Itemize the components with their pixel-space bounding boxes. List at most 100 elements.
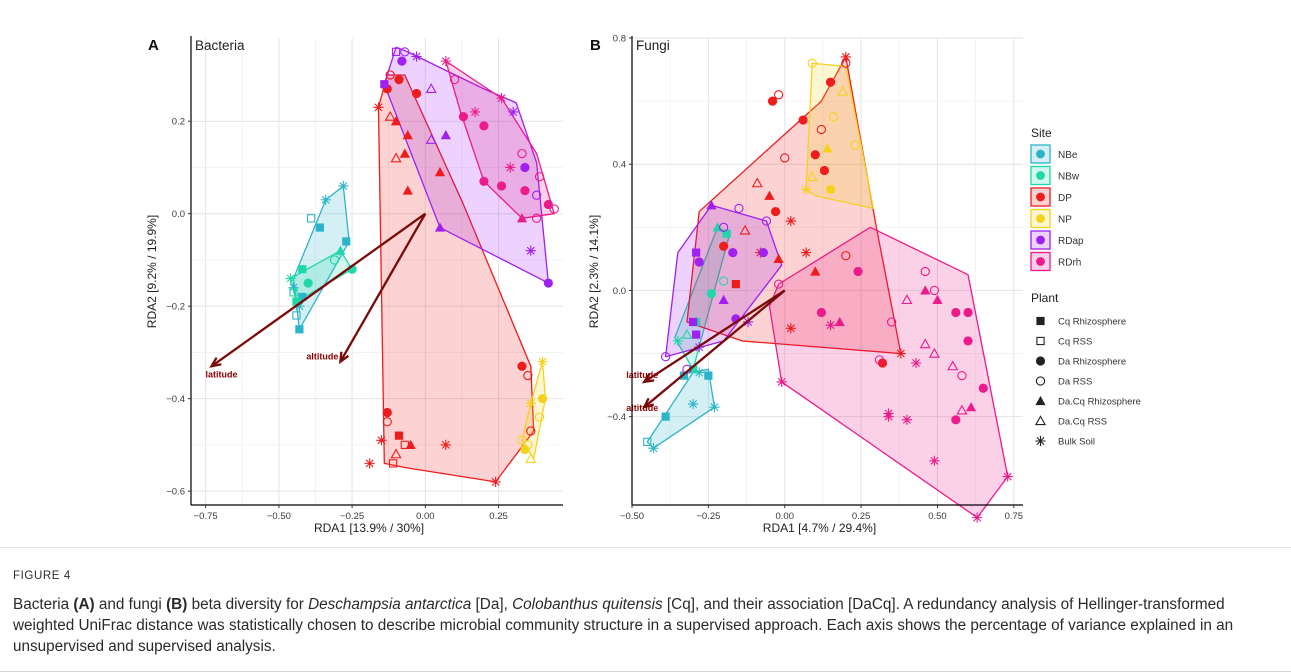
x-tick-label: 0.25	[489, 511, 508, 522]
point-nbe	[320, 194, 331, 205]
point-nbe	[643, 437, 652, 447]
point-rdap	[718, 222, 729, 232]
point-dp	[385, 70, 395, 80]
point-rdrh	[951, 307, 961, 318]
point-rdap	[543, 278, 553, 288]
point-rdrh	[883, 411, 894, 422]
legend-plant-dcs: Da.Cq RSS	[1034, 415, 1107, 428]
point-dp	[526, 426, 536, 436]
panel-title: Fungi	[636, 38, 670, 53]
legend-plant-glyph	[1035, 376, 1046, 386]
point-rdrh	[901, 294, 913, 305]
point-rdap	[692, 248, 701, 257]
point-np	[517, 435, 527, 445]
point-nbe	[661, 412, 670, 421]
y-tick-label: −0.4	[607, 412, 626, 423]
point-dp	[402, 129, 413, 140]
legend-site-label: RDap	[1058, 236, 1084, 247]
caption-text-4: [Da],	[471, 596, 513, 613]
caption-text-2: and fungi	[94, 596, 167, 613]
point-rdap	[694, 257, 704, 267]
arrow-label-altitude: altitude	[306, 352, 338, 362]
point-dp	[399, 148, 410, 158]
point-rdrh	[834, 316, 845, 327]
point-rdrh	[929, 285, 940, 296]
legend-plant-cqr: Cq Rhizosphere	[1036, 317, 1126, 328]
arrow-label-latitude: latitude	[626, 370, 658, 380]
point-dp	[405, 439, 416, 449]
point-np	[520, 444, 530, 455]
legend-plant-glyph	[1036, 336, 1045, 346]
point-nbw	[329, 255, 340, 265]
point-nbe	[292, 311, 301, 320]
point-dp	[767, 96, 778, 106]
caption-text-1: Bacteria	[13, 596, 74, 613]
point-dp	[376, 435, 387, 446]
points	[285, 47, 559, 487]
point-nbw	[706, 288, 717, 299]
point-rdap	[425, 83, 437, 94]
point-rdrh	[972, 512, 983, 523]
x-tick-label: 0.50	[928, 511, 947, 522]
point-dp	[364, 458, 375, 469]
biplot-arrows: altitude latitude	[205, 212, 427, 379]
point-rdrh	[886, 317, 897, 327]
x-tick-label: −0.50	[620, 511, 644, 522]
hull-rdrh	[768, 226, 1009, 519]
point-nbw	[335, 245, 346, 255]
caption-ref-a: (A)	[73, 596, 95, 613]
point-dp	[773, 253, 784, 263]
panel-letter: B	[590, 37, 601, 54]
point-np	[850, 140, 860, 150]
y-tick-label: 0.8	[613, 34, 626, 45]
caption-text-3: beta diversity for	[187, 596, 309, 613]
biplot-arrows: latitude altitude	[626, 289, 786, 413]
point-rdrh	[853, 266, 863, 277]
point-np	[837, 85, 849, 96]
point-dp	[840, 51, 851, 63]
x-tick-label: 0.00	[775, 511, 794, 522]
arrow-altitude	[643, 289, 786, 409]
point-nbe	[694, 367, 705, 378]
point-rdrh	[957, 370, 967, 381]
arrowhead-altitude	[338, 351, 350, 365]
legend-site-dot	[1036, 149, 1045, 159]
point-dp	[770, 206, 781, 217]
point-nbw	[292, 297, 301, 306]
legend-plant-glyph	[1034, 415, 1047, 426]
figure-caption: Bacteria (A) and fungi (B) beta diversit…	[13, 594, 1275, 657]
point-nbe	[298, 292, 307, 302]
point-nbe	[294, 301, 305, 312]
hull-np	[805, 62, 874, 210]
y-tick-label: 0.0	[172, 209, 185, 220]
legend-plant-das: Da RSS	[1035, 376, 1092, 388]
arrowhead-altitude	[642, 397, 655, 409]
point-dp	[785, 323, 796, 334]
point-rdrh	[965, 402, 977, 412]
point-rdap	[411, 51, 422, 62]
point-nbw	[289, 288, 298, 297]
y-tick-label: −0.2	[166, 302, 185, 313]
point-rdap	[734, 203, 744, 214]
point-nbw	[688, 365, 698, 374]
point-rdrh	[816, 307, 826, 318]
x-tick-label: −0.50	[267, 511, 291, 522]
point-nbw	[285, 273, 296, 284]
point-nbe	[288, 282, 299, 293]
caption-divider	[0, 547, 1291, 548]
point-nbw	[681, 328, 693, 339]
point-rdap	[440, 129, 451, 140]
point-dp	[388, 459, 398, 468]
point-np	[537, 356, 548, 367]
point-dp	[382, 417, 392, 427]
point-dp	[895, 348, 906, 359]
legend-site-rdap: RDap	[1030, 230, 1084, 250]
arrowhead-latitude	[641, 372, 655, 384]
point-dp	[819, 165, 830, 176]
legend-site-label: RDrh	[1058, 258, 1081, 269]
point-rdrh	[517, 148, 527, 159]
point-rdrh	[932, 294, 943, 304]
arrow-latitude	[210, 212, 426, 368]
